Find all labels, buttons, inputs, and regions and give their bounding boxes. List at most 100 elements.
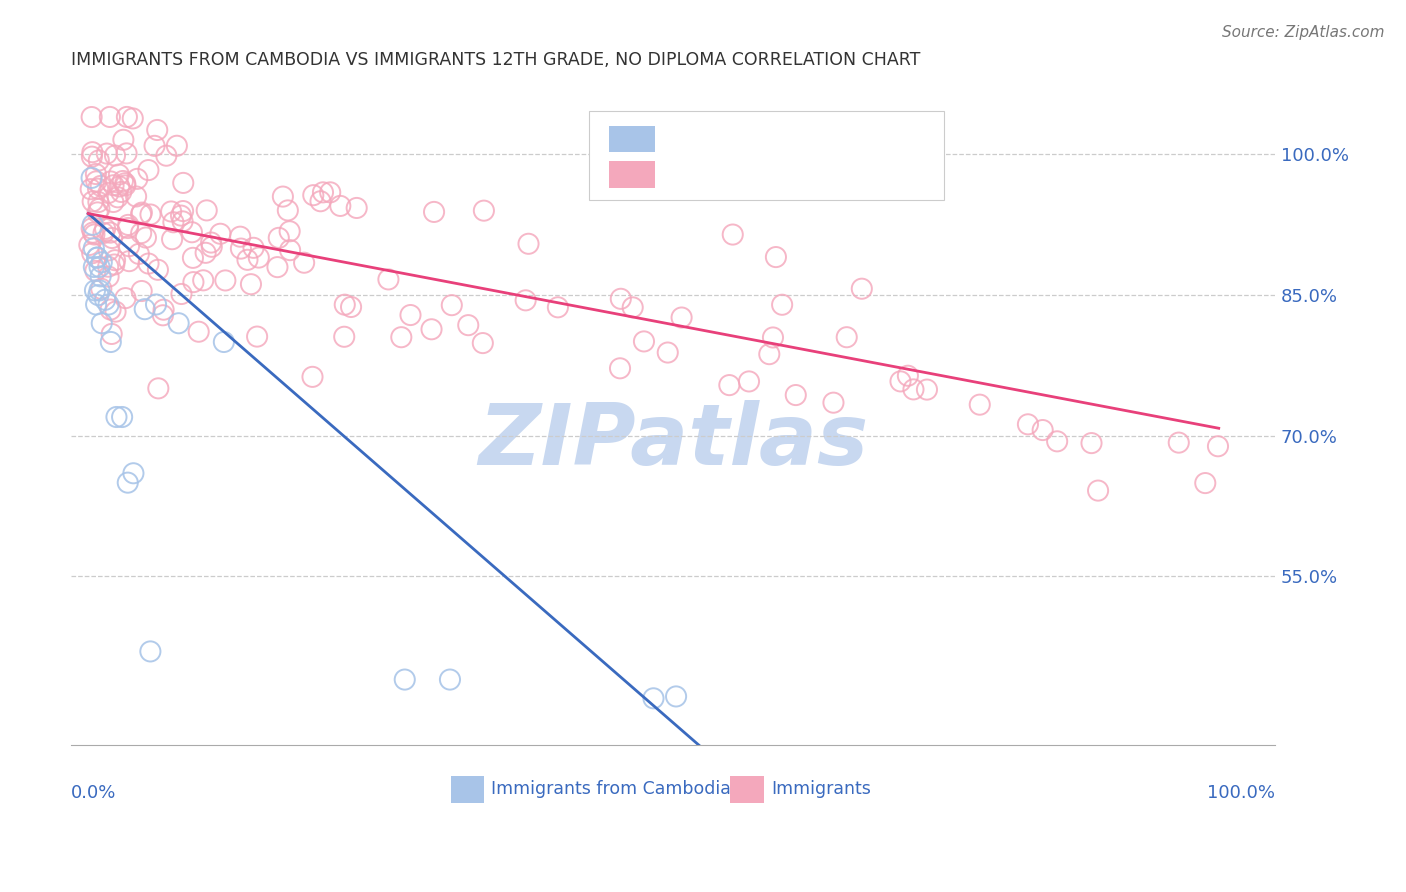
Point (111, 174, 134, 188)
Point (897, 368, 920, 383)
Point (472, 203, 495, 218)
Point (89, 284, 111, 298)
Point (471, 336, 494, 351)
Point (271, 189, 294, 203)
Point (181, 251, 204, 265)
Point (146, 123, 169, 137)
Point (1046, 434, 1069, 449)
Point (302, 188, 325, 202)
Point (181, 225, 204, 239)
Point (97, 269, 120, 284)
Point (643, 691, 665, 706)
Point (329, 199, 352, 213)
Point (84, 174, 107, 188)
Point (115, 146, 138, 161)
Point (97, 297, 120, 311)
Point (87, 153, 110, 168)
Point (94, 293, 117, 307)
Point (79, 238, 101, 252)
Point (377, 272, 399, 286)
Point (100, 334, 122, 349)
Point (129, 226, 152, 240)
Point (117, 475, 139, 490)
Point (134, 302, 156, 317)
Point (117, 218, 139, 232)
Point (155, 149, 177, 163)
Point (87, 182, 110, 196)
Point (389, 330, 412, 344)
Point (292, 256, 315, 270)
Point (80, 170, 103, 185)
Point (172, 176, 194, 190)
Point (108, 168, 131, 182)
Point (87, 288, 110, 302)
Point (229, 229, 252, 244)
Point (915, 383, 938, 397)
Point (193, 273, 215, 287)
Point (170, 209, 193, 223)
Point (160, 204, 183, 219)
Point (152, 302, 174, 317)
Point (969, 398, 991, 412)
Point (214, 273, 236, 287)
Point (100, 174, 122, 188)
Point (143, 139, 166, 153)
Point (738, 375, 761, 389)
Point (889, 375, 911, 389)
Point (160, 232, 183, 246)
Point (87, 194, 110, 209)
Point (145, 297, 167, 311)
Point (765, 250, 787, 264)
Point (127, 172, 149, 186)
Point (139, 644, 162, 658)
Text: ZIPatlas: ZIPatlas (478, 400, 869, 483)
Point (1167, 435, 1189, 450)
Point (420, 322, 443, 336)
Point (114, 178, 136, 193)
Point (90, 316, 112, 330)
Text: Immigrants from Cambodia: Immigrants from Cambodia (492, 780, 731, 798)
Text: N =  30: N = 30 (818, 130, 884, 148)
Point (172, 214, 194, 228)
Point (333, 330, 356, 344)
Point (166, 138, 188, 153)
Point (718, 378, 741, 392)
Point (82, 246, 104, 260)
Point (162, 215, 184, 229)
Point (100, 302, 122, 317)
Point (121, 112, 143, 126)
Point (609, 361, 631, 376)
Point (118, 239, 141, 253)
Point (89, 202, 111, 216)
Point (851, 282, 873, 296)
Point (246, 329, 269, 343)
Point (440, 298, 463, 312)
Point (117, 221, 139, 235)
Point (138, 256, 160, 270)
Point (115, 110, 138, 124)
Point (346, 201, 368, 215)
Point (1087, 483, 1109, 498)
Point (86, 251, 108, 265)
Point (633, 334, 655, 349)
Point (195, 203, 218, 218)
Text: R = -0.720: R = -0.720 (668, 130, 761, 148)
Point (1080, 436, 1102, 450)
Point (1206, 439, 1229, 453)
Point (277, 203, 299, 218)
Point (80, 221, 103, 235)
Point (172, 204, 194, 219)
FancyBboxPatch shape (589, 111, 945, 200)
Point (152, 308, 174, 322)
Point (200, 235, 222, 250)
Point (194, 245, 217, 260)
Point (762, 330, 785, 344)
Point (167, 316, 190, 330)
Point (84, 264, 107, 278)
Point (665, 690, 688, 704)
Point (107, 190, 129, 204)
Point (82, 218, 104, 232)
Point (1017, 417, 1039, 432)
Point (118, 254, 141, 268)
Point (138, 163, 160, 178)
